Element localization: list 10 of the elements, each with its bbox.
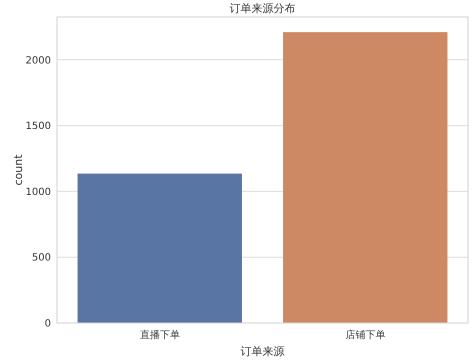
y-tick-label: 500 [32, 252, 51, 264]
x-tick-label: 直播下单 [140, 329, 180, 341]
y-tick-label: 2000 [26, 55, 51, 66]
y-tick-label: 0 [44, 318, 51, 330]
y-tick-label: 1500 [26, 121, 51, 132]
x-tick-label: 店铺下单 [345, 329, 386, 341]
y-tick-label: 1000 [26, 186, 51, 198]
chart-title: 订单来源分布 [230, 2, 296, 15]
y-axis-title: count [12, 154, 25, 186]
x-axis-title: 订单来源 [240, 345, 284, 358]
